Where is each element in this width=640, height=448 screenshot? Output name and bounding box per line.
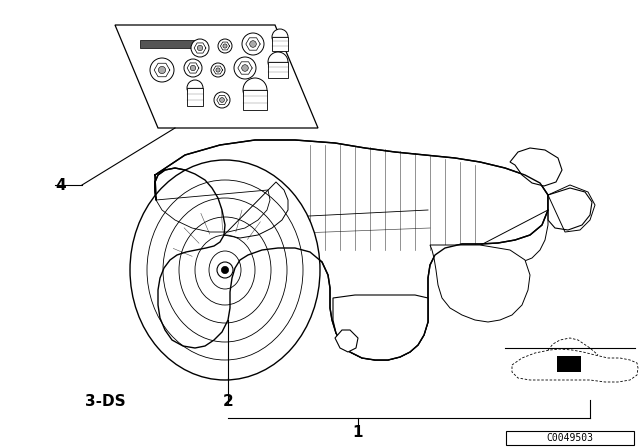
Circle shape <box>220 98 225 103</box>
Circle shape <box>159 66 166 73</box>
Ellipse shape <box>130 160 320 380</box>
Circle shape <box>217 262 233 278</box>
Polygon shape <box>140 40 200 48</box>
Circle shape <box>250 41 256 47</box>
Circle shape <box>218 39 232 53</box>
Circle shape <box>268 52 288 72</box>
Circle shape <box>150 58 174 82</box>
Text: 3-DS: 3-DS <box>85 395 125 409</box>
Polygon shape <box>548 188 592 230</box>
Circle shape <box>234 57 256 79</box>
Text: 4: 4 <box>55 177 66 193</box>
Bar <box>243 90 267 110</box>
Circle shape <box>272 29 288 45</box>
Text: C0049503: C0049503 <box>547 433 593 443</box>
Polygon shape <box>333 295 428 360</box>
Bar <box>268 62 288 78</box>
Circle shape <box>190 65 196 71</box>
Polygon shape <box>510 148 562 186</box>
Circle shape <box>242 33 264 55</box>
FancyBboxPatch shape <box>557 356 581 372</box>
Circle shape <box>187 80 203 96</box>
Polygon shape <box>155 140 548 360</box>
Circle shape <box>191 39 209 57</box>
Text: 2: 2 <box>223 395 234 409</box>
Polygon shape <box>335 330 358 352</box>
FancyBboxPatch shape <box>506 431 634 445</box>
Circle shape <box>197 45 203 51</box>
Circle shape <box>242 65 248 71</box>
Bar <box>187 88 203 106</box>
Polygon shape <box>430 245 530 322</box>
Circle shape <box>211 63 225 77</box>
Circle shape <box>243 78 267 102</box>
Circle shape <box>184 59 202 77</box>
Text: 1: 1 <box>353 425 364 439</box>
Circle shape <box>221 267 228 274</box>
Circle shape <box>214 92 230 108</box>
Polygon shape <box>115 25 318 128</box>
Circle shape <box>223 44 227 48</box>
Bar <box>272 37 288 51</box>
Circle shape <box>216 68 220 72</box>
